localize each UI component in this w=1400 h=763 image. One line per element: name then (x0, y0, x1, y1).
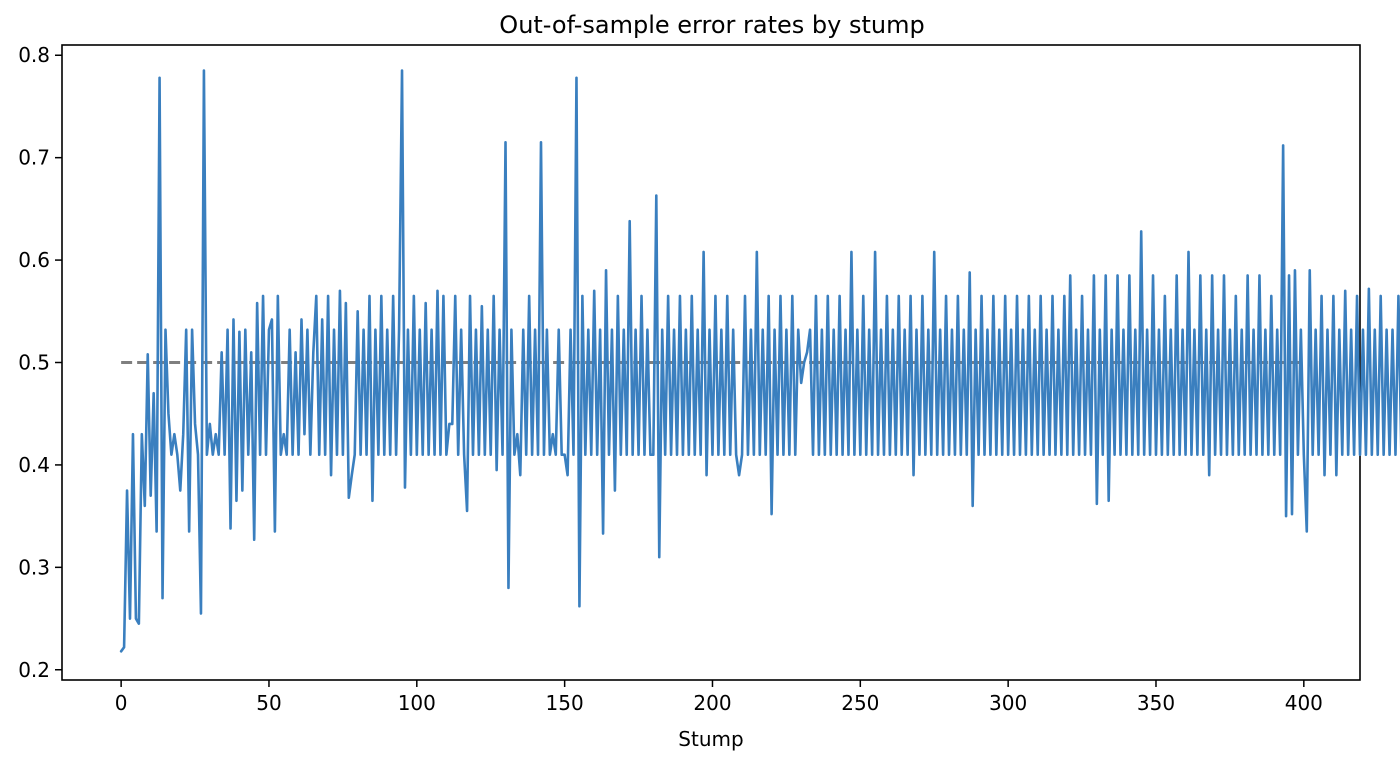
series-group (119, 69, 1400, 653)
x-axis-label: Stump (678, 727, 743, 751)
x-tick-label: 100 (398, 691, 436, 715)
x-tick-label: 50 (256, 691, 281, 715)
y-tick-label: 0.6 (18, 248, 50, 272)
series-line (119, 69, 1400, 653)
y-tick-label: 0.3 (18, 555, 50, 579)
x-tick-label: 200 (693, 691, 731, 715)
x-tick-label: 0 (115, 691, 128, 715)
y-tick-label: 0.5 (18, 351, 50, 375)
x-axis-ticks: 0 50 100 150 200 250 300 350 400 (115, 680, 1323, 715)
y-tick-label: 0.4 (18, 453, 50, 477)
y-tick-label: 0.8 (18, 43, 50, 67)
x-tick-label: 150 (546, 691, 584, 715)
x-tick-label: 300 (989, 691, 1027, 715)
x-tick-label: 250 (841, 691, 879, 715)
y-tick-label: 0.2 (18, 658, 50, 682)
y-axis-ticks: 0.2 0.3 0.4 0.5 0.6 0.7 0.8 (18, 43, 62, 682)
y-tick-label: 0.7 (18, 146, 50, 170)
chart-title: Out-of-sample error rates by stump (499, 11, 924, 39)
x-tick-label: 400 (1285, 691, 1323, 715)
x-tick-label: 350 (1137, 691, 1175, 715)
